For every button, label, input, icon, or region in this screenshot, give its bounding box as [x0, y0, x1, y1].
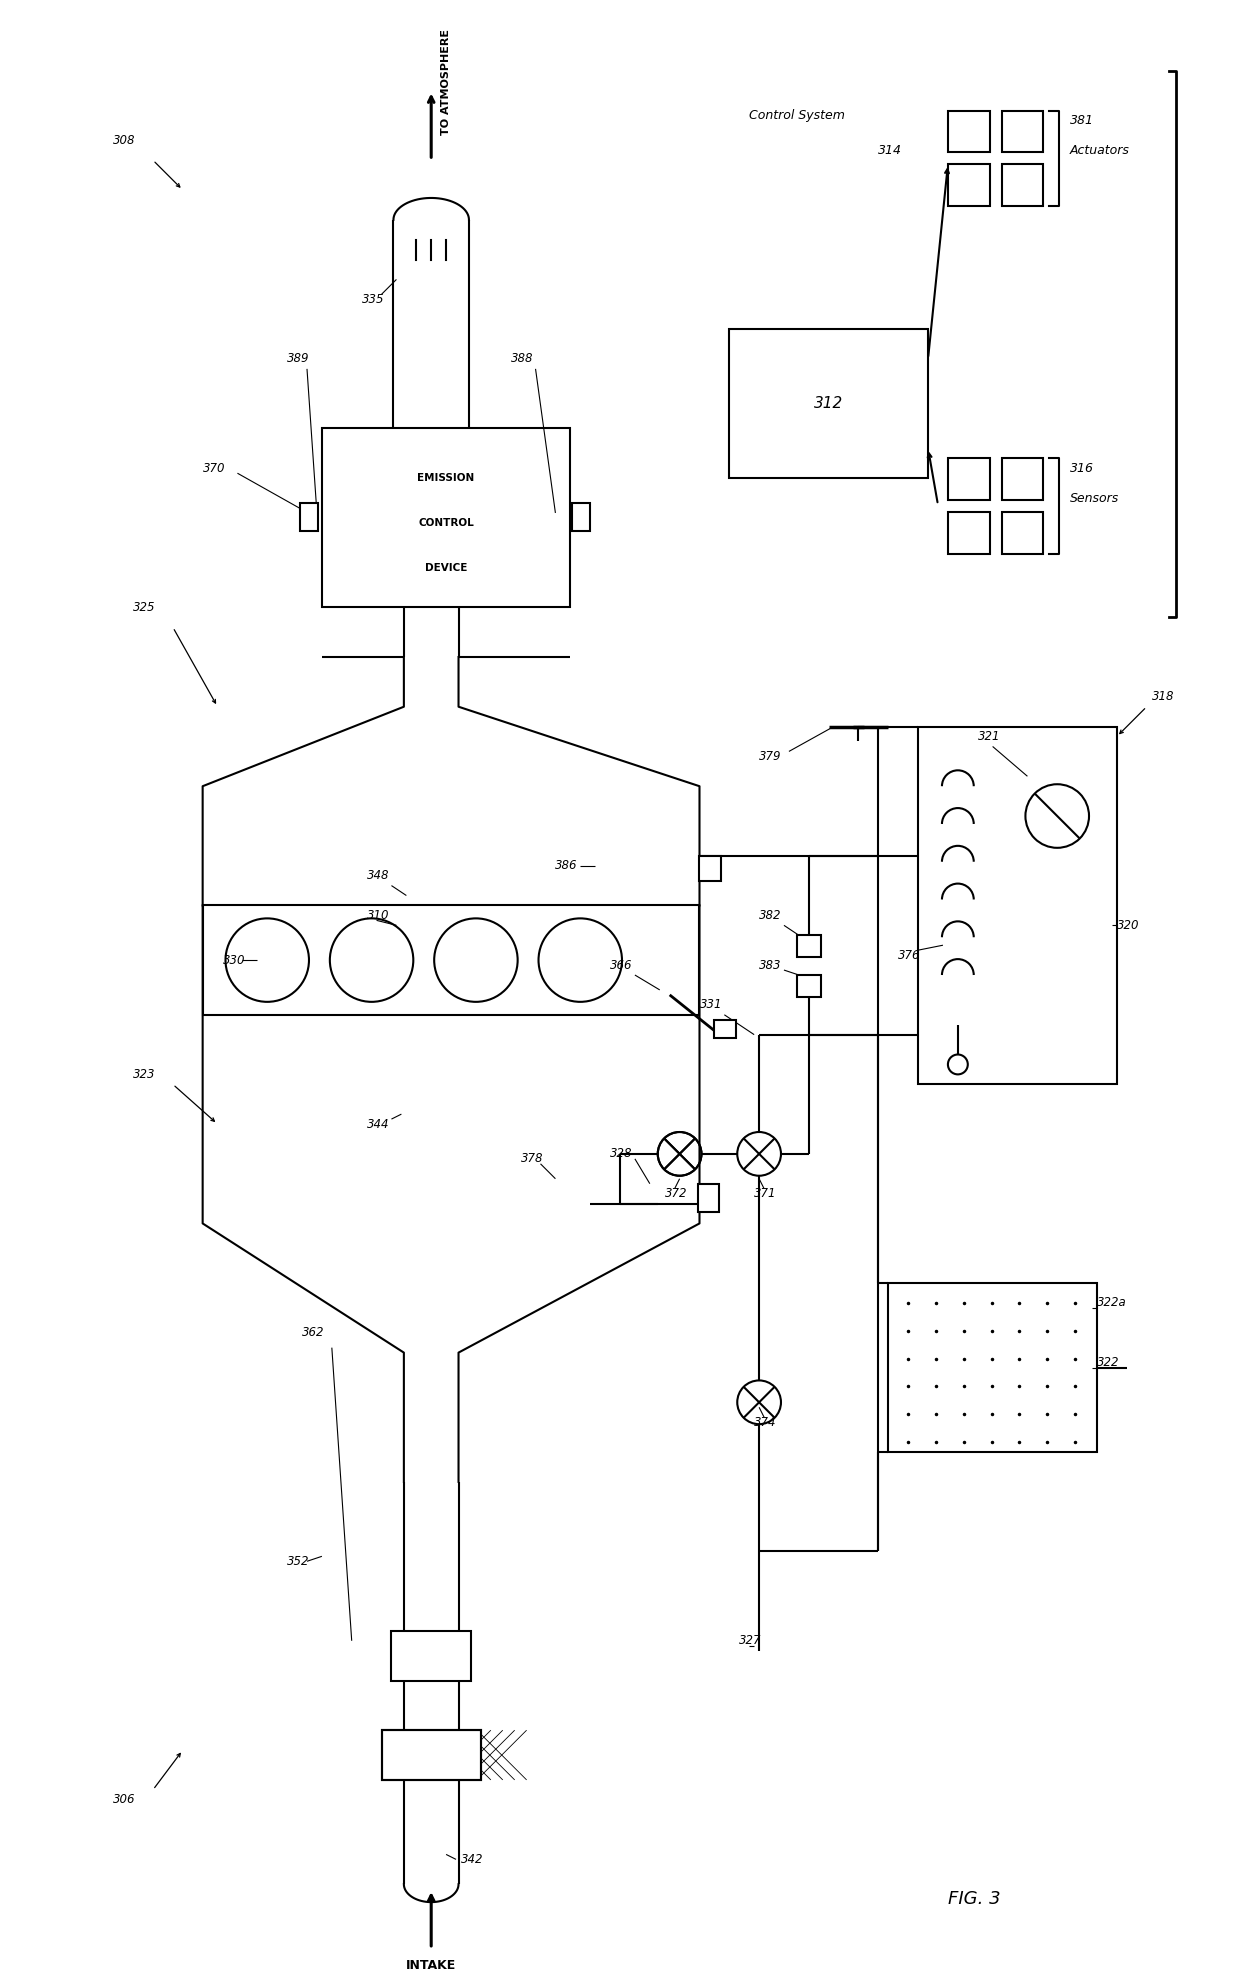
Bar — [1002, 512, 1043, 554]
Text: Actuators: Actuators — [1070, 143, 1130, 157]
Text: 389: 389 — [288, 353, 310, 365]
Bar — [322, 429, 570, 607]
Bar — [202, 905, 699, 1014]
Bar — [698, 1184, 719, 1212]
Text: 378: 378 — [521, 1153, 543, 1165]
Bar — [300, 504, 317, 532]
Text: 318: 318 — [1152, 690, 1174, 702]
Bar — [573, 504, 590, 532]
Bar — [729, 329, 928, 478]
Text: 312: 312 — [813, 397, 843, 411]
Text: 379: 379 — [759, 750, 781, 764]
Text: 381: 381 — [1070, 113, 1094, 127]
Text: 322: 322 — [1097, 1355, 1120, 1369]
Text: 322a: 322a — [1097, 1296, 1127, 1309]
Text: EMISSION: EMISSION — [418, 472, 475, 484]
Text: 328: 328 — [610, 1147, 632, 1161]
Text: 348: 348 — [367, 869, 389, 883]
Bar — [947, 512, 990, 554]
Bar — [918, 726, 1117, 1085]
Text: 308: 308 — [113, 133, 135, 147]
Text: INTAKE: INTAKE — [405, 1958, 456, 1972]
Text: DEVICE: DEVICE — [425, 563, 467, 573]
Bar — [947, 165, 990, 206]
Bar — [947, 111, 990, 153]
Bar — [888, 1284, 1097, 1452]
Text: TO ATMOSPHERE: TO ATMOSPHERE — [441, 30, 451, 135]
Text: 335: 335 — [362, 294, 384, 306]
Text: 383: 383 — [759, 958, 781, 972]
Text: FIG. 3: FIG. 3 — [947, 1891, 1001, 1909]
Text: 372: 372 — [665, 1186, 687, 1200]
Text: Sensors: Sensors — [1070, 492, 1120, 504]
Text: 370: 370 — [202, 462, 226, 474]
Text: 344: 344 — [367, 1117, 389, 1131]
Text: 386: 386 — [556, 859, 578, 873]
Text: 314: 314 — [878, 143, 903, 157]
Bar — [947, 458, 990, 500]
Bar — [382, 1730, 481, 1780]
Text: Control System: Control System — [749, 109, 844, 121]
Bar — [699, 855, 722, 881]
Text: 374: 374 — [754, 1417, 776, 1428]
Bar — [392, 1631, 471, 1680]
Text: 331: 331 — [699, 998, 722, 1012]
Text: 376: 376 — [898, 948, 921, 962]
Text: 366: 366 — [610, 958, 632, 972]
Text: 316: 316 — [1070, 462, 1094, 474]
Text: 306: 306 — [113, 1794, 135, 1805]
Text: CONTROL: CONTROL — [418, 518, 474, 528]
Text: 342: 342 — [461, 1853, 484, 1865]
Text: 320: 320 — [1117, 919, 1140, 932]
Text: 325: 325 — [133, 601, 155, 613]
Text: 382: 382 — [759, 909, 781, 923]
Bar — [382, 1730, 481, 1780]
Bar — [1002, 111, 1043, 153]
Bar — [797, 934, 821, 956]
Text: 330: 330 — [222, 954, 246, 966]
Bar — [1002, 165, 1043, 206]
Text: 321: 321 — [977, 730, 1001, 744]
Text: 327: 327 — [739, 1635, 761, 1647]
Text: 388: 388 — [511, 353, 533, 365]
Text: 352: 352 — [288, 1555, 310, 1567]
Text: 362: 362 — [303, 1325, 325, 1339]
Bar — [1002, 458, 1043, 500]
Text: 310: 310 — [367, 909, 389, 923]
Text: 371: 371 — [754, 1186, 776, 1200]
Bar — [714, 1020, 737, 1038]
Bar — [797, 974, 821, 996]
Text: 323: 323 — [133, 1067, 155, 1081]
